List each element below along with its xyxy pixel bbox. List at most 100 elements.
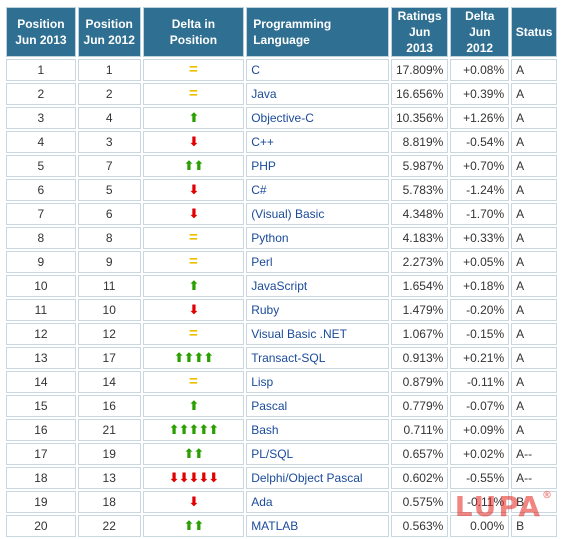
position-2013-cell: 1 [6,59,76,81]
status-cell: A [511,203,557,225]
rating-cell: 0.913% [390,347,449,369]
trend-cell: ⬇ [142,179,245,201]
language-link[interactable]: C++ [246,131,389,153]
language-link[interactable]: JavaScript [246,275,389,297]
language-link[interactable]: Delphi/Object Pascal [246,467,389,489]
arrow-down-icon: ⬇⬇⬇⬇⬇ [168,470,219,485]
language-link[interactable]: Objective-C [246,107,389,129]
language-link[interactable]: Java [246,83,389,105]
rating-delta-cell: +0.09% [450,419,510,441]
arrow-down-icon: ⬇ [188,206,199,221]
rating-delta-cell: -0.54% [450,131,510,153]
trend-cell: ⬇ [142,491,245,513]
table-row: 10 11 ⬆ JavaScript 1.654% +0.18% A [6,275,557,297]
position-2013-cell: 10 [6,275,76,297]
rating-delta-cell: +0.33% [450,227,510,249]
trend-cell: = [142,323,245,345]
position-2012-cell: 22 [77,515,141,537]
status-cell: A [511,59,557,81]
rating-cell: 16.656% [390,83,449,105]
header-delta-rating: Delta Jun 2012 [450,7,510,57]
status-cell: A [511,275,557,297]
position-2013-cell: 15 [6,395,76,417]
trend-cell: ⬆⬆ [142,155,245,177]
rating-delta-cell: +0.21% [450,347,510,369]
position-2012-cell: 6 [77,203,141,225]
rating-cell: 0.602% [390,467,449,489]
arrow-up-icon: ⬆ [188,278,199,293]
position-2013-cell: 18 [6,467,76,489]
position-2013-cell: 4 [6,131,76,153]
rating-cell: 0.657% [390,443,449,465]
position-2013-cell: 19 [6,491,76,513]
table-row: 4 3 ⬇ C++ 8.819% -0.54% A [6,131,557,153]
rating-cell: 10.356% [390,107,449,129]
equal-icon: = [189,85,198,102]
status-cell: A [511,323,557,345]
trend-cell: ⬆ [142,107,245,129]
rating-cell: 0.563% [390,515,449,537]
language-link[interactable]: PL/SQL [246,443,389,465]
position-2012-cell: 8 [77,227,141,249]
rating-delta-cell: -0.07% [450,395,510,417]
language-link[interactable]: Visual Basic .NET [246,323,389,345]
equal-icon: = [189,253,198,270]
position-2012-cell: 11 [77,275,141,297]
header-status: Status [511,7,557,57]
equal-icon: = [189,229,198,246]
language-link[interactable]: Ruby [246,299,389,321]
language-link[interactable]: C# [246,179,389,201]
ranking-rows: 1 1 = C 17.809% +0.08% A 2 2 = Java 16.656% +0.39% A 3… [6,59,557,537]
position-2012-cell: 3 [77,131,141,153]
table-row: 12 12 = Visual Basic .NET 1.067% -0.15% A [6,323,557,345]
equal-icon: = [189,325,198,342]
status-cell: A [511,83,557,105]
rating-cell: 1.479% [390,299,449,321]
position-2012-cell: 13 [77,467,141,489]
language-link[interactable]: C [246,59,389,81]
trend-cell: ⬆⬆⬆⬆ [142,347,245,369]
position-2012-cell: 9 [77,251,141,273]
rating-delta-cell: +0.39% [450,83,510,105]
language-link[interactable]: Lisp [246,371,389,393]
table-row: 7 6 ⬇ (Visual) Basic 4.348% -1.70% A [6,203,557,225]
rating-cell: 4.183% [390,227,449,249]
language-link[interactable]: (Visual) Basic [246,203,389,225]
language-link[interactable]: Ada [246,491,389,513]
header-language: Programming Language [246,7,389,57]
position-2012-cell: 10 [77,299,141,321]
ranking-table: Position Jun 2013 Position Jun 2012 Delt… [4,5,559,539]
language-link[interactable]: MATLAB [246,515,389,537]
position-2013-cell: 5 [6,155,76,177]
language-link[interactable]: Transact-SQL [246,347,389,369]
language-link[interactable]: Bash [246,419,389,441]
table-row: 2 2 = Java 16.656% +0.39% A [6,83,557,105]
table-row: 17 19 ⬆⬆ PL/SQL 0.657% +0.02% A-- [6,443,557,465]
arrow-up-icon: ⬆ [188,398,199,413]
language-link[interactable]: PHP [246,155,389,177]
status-cell: B [511,491,557,513]
position-2013-cell: 6 [6,179,76,201]
arrow-down-icon: ⬇ [188,494,199,509]
position-2012-cell: 19 [77,443,141,465]
rating-cell: 1.654% [390,275,449,297]
language-link[interactable]: Pascal [246,395,389,417]
arrow-down-icon: ⬇ [188,134,199,149]
rating-delta-cell: +0.05% [450,251,510,273]
language-link[interactable]: Python [246,227,389,249]
rating-cell: 0.879% [390,371,449,393]
table-row: 16 21 ⬆⬆⬆⬆⬆ Bash 0.711% +0.09% A [6,419,557,441]
trend-cell: ⬆⬆⬆⬆⬆ [142,419,245,441]
status-cell: A [511,131,557,153]
position-2013-cell: 17 [6,443,76,465]
rating-cell: 17.809% [390,59,449,81]
arrow-down-icon: ⬇ [188,182,199,197]
arrow-up-icon: ⬆⬆ [183,518,205,533]
trend-cell: ⬆ [142,275,245,297]
position-2013-cell: 7 [6,203,76,225]
language-link[interactable]: Perl [246,251,389,273]
position-2012-cell: 5 [77,179,141,201]
rating-delta-cell: +0.70% [450,155,510,177]
header-position-2013: Position Jun 2013 [6,7,76,57]
table-row: 3 4 ⬆ Objective-C 10.356% +1.26% A [6,107,557,129]
